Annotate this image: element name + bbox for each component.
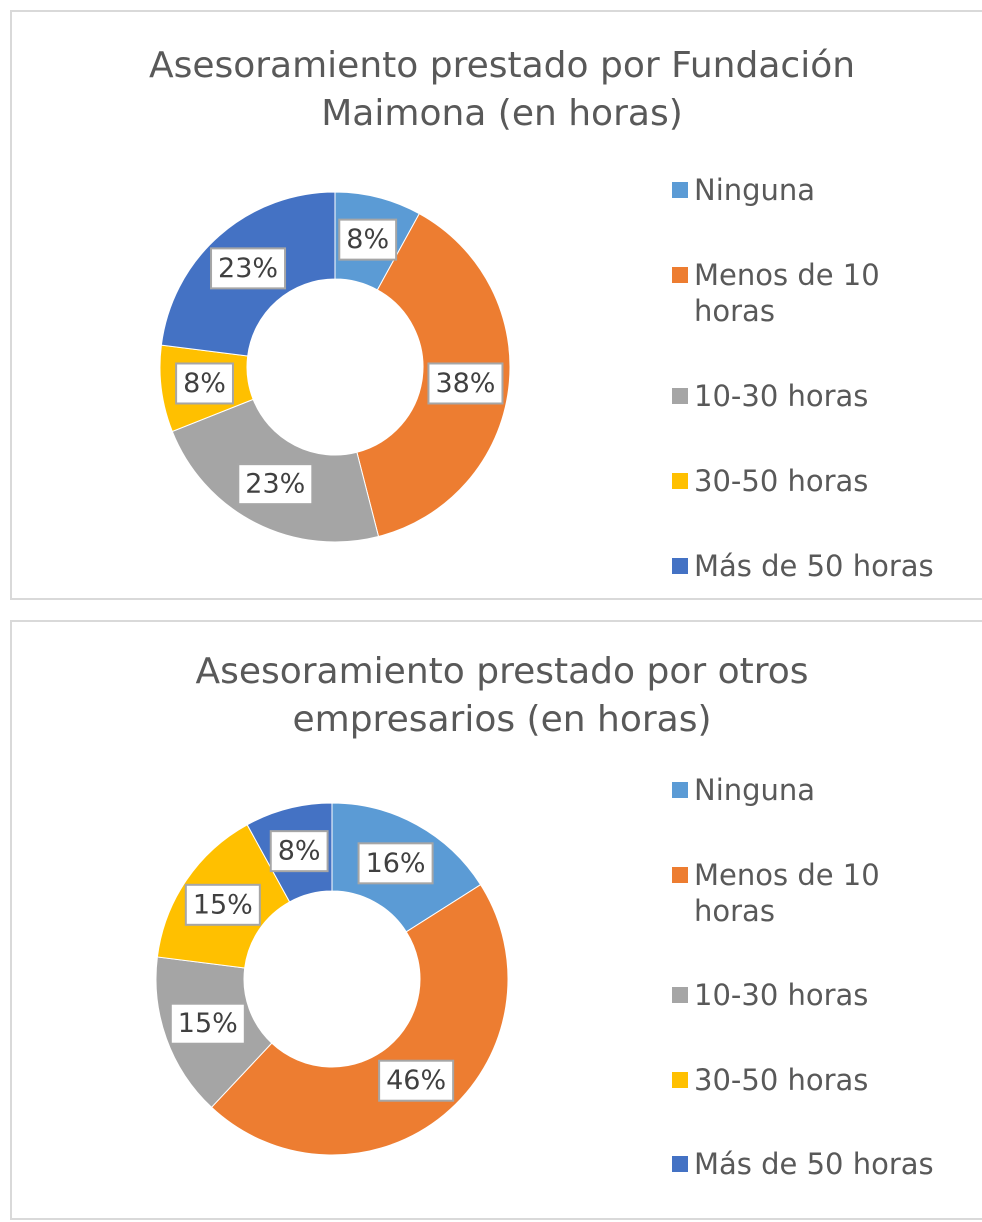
legend: Ninguna Menos de 10 horas 10-30 horas 30-50…: [672, 172, 972, 584]
data-label-box: [269, 830, 329, 873]
chart-title: Asesoramiento prestado por Fundación Mai…: [148, 45, 856, 134]
legend-item: 10-30 horas: [672, 977, 972, 1013]
data-label-text: 8%: [278, 836, 321, 867]
legend-swatch: [672, 987, 688, 1003]
data-label-text: 8%: [183, 368, 226, 399]
legend-label: 10-30 horas: [694, 978, 869, 1012]
legend-label: Menos de 10 horas: [694, 857, 880, 928]
legend-item: 30-50 horas: [672, 1062, 972, 1098]
legend-swatch: [672, 782, 688, 798]
data-label: 23%: [210, 247, 287, 290]
data-label-box: [237, 463, 314, 506]
data-label-box: [169, 1002, 246, 1045]
data-label: 8%: [175, 362, 234, 405]
legend-label: Menos de 10 horas: [694, 258, 880, 328]
data-label: 8%: [338, 218, 398, 261]
data-label-box: [338, 218, 398, 261]
legend-swatch: [672, 473, 688, 489]
data-label-box: [357, 842, 434, 885]
legend-label: Ninguna: [694, 173, 816, 207]
chart-panel: Asesoramiento prestado por otros empresa…: [10, 620, 982, 1220]
chart-panel: Asesoramiento prestado por Fundación Mai…: [10, 10, 982, 600]
data-label: 15%: [184, 883, 261, 926]
legend-item: Ninguna: [672, 772, 972, 808]
data-label-box: [378, 1059, 455, 1102]
legend-label: Más de 50 horas: [694, 549, 934, 583]
legend: Ninguna Menos de 10 horas 10-30 horas 30-50…: [672, 772, 972, 1182]
data-label-box: [210, 247, 287, 290]
chart-title: Asesoramiento prestado por otros empresa…: [195, 651, 809, 740]
legend-swatch: [672, 388, 688, 404]
data-label: 16%: [357, 842, 434, 885]
data-label: 38%: [427, 362, 504, 405]
legend-item: Más de 50 horas: [672, 548, 972, 584]
legend-swatch: [672, 558, 688, 574]
legend-label: Ninguna: [694, 773, 816, 807]
legend-swatch: [672, 866, 688, 883]
data-label: 8%: [269, 830, 329, 873]
legend-label: 30-50 horas: [694, 1062, 869, 1097]
legend-item: Más de 50 horas: [672, 1146, 972, 1182]
data-label: 46%: [378, 1059, 455, 1102]
legend-swatch: [672, 1156, 688, 1172]
data-label-text: 15%: [178, 1008, 238, 1039]
data-label-text: 16%: [366, 848, 426, 879]
data-label: 15%: [169, 1002, 246, 1045]
legend-item: 10-30 horas: [672, 378, 972, 414]
legend-swatch: [672, 1071, 688, 1088]
legend-swatch: [672, 182, 688, 198]
legend-swatch: [672, 267, 688, 283]
data-label-text: 38%: [435, 368, 495, 399]
data-label-text: 23%: [245, 469, 305, 500]
legend-item: Menos de 10 horas: [672, 857, 972, 929]
data-label-box: [184, 883, 261, 926]
data-label: 23%: [237, 463, 314, 506]
legend-item: Menos de 10 horas: [672, 257, 972, 329]
data-label-box: [175, 362, 234, 405]
data-label-text: 15%: [193, 889, 253, 920]
legend-item: Ninguna: [672, 172, 972, 208]
data-label-box: [427, 362, 504, 405]
data-label-text: 23%: [218, 253, 278, 284]
data-label-text: 8%: [346, 224, 389, 255]
legend-item: 30-50 horas: [672, 463, 972, 499]
legend-label: 30-50 horas: [694, 464, 869, 498]
donut-chart: 8% 38% 23% 8% 23%: [159, 191, 511, 543]
donut-chart: 16% 46% 15% 15% 8%: [155, 802, 509, 1156]
legend-label: Más de 50 horas: [694, 1147, 934, 1181]
legend-label: 10-30 horas: [694, 379, 869, 413]
data-label-text: 46%: [386, 1065, 446, 1096]
